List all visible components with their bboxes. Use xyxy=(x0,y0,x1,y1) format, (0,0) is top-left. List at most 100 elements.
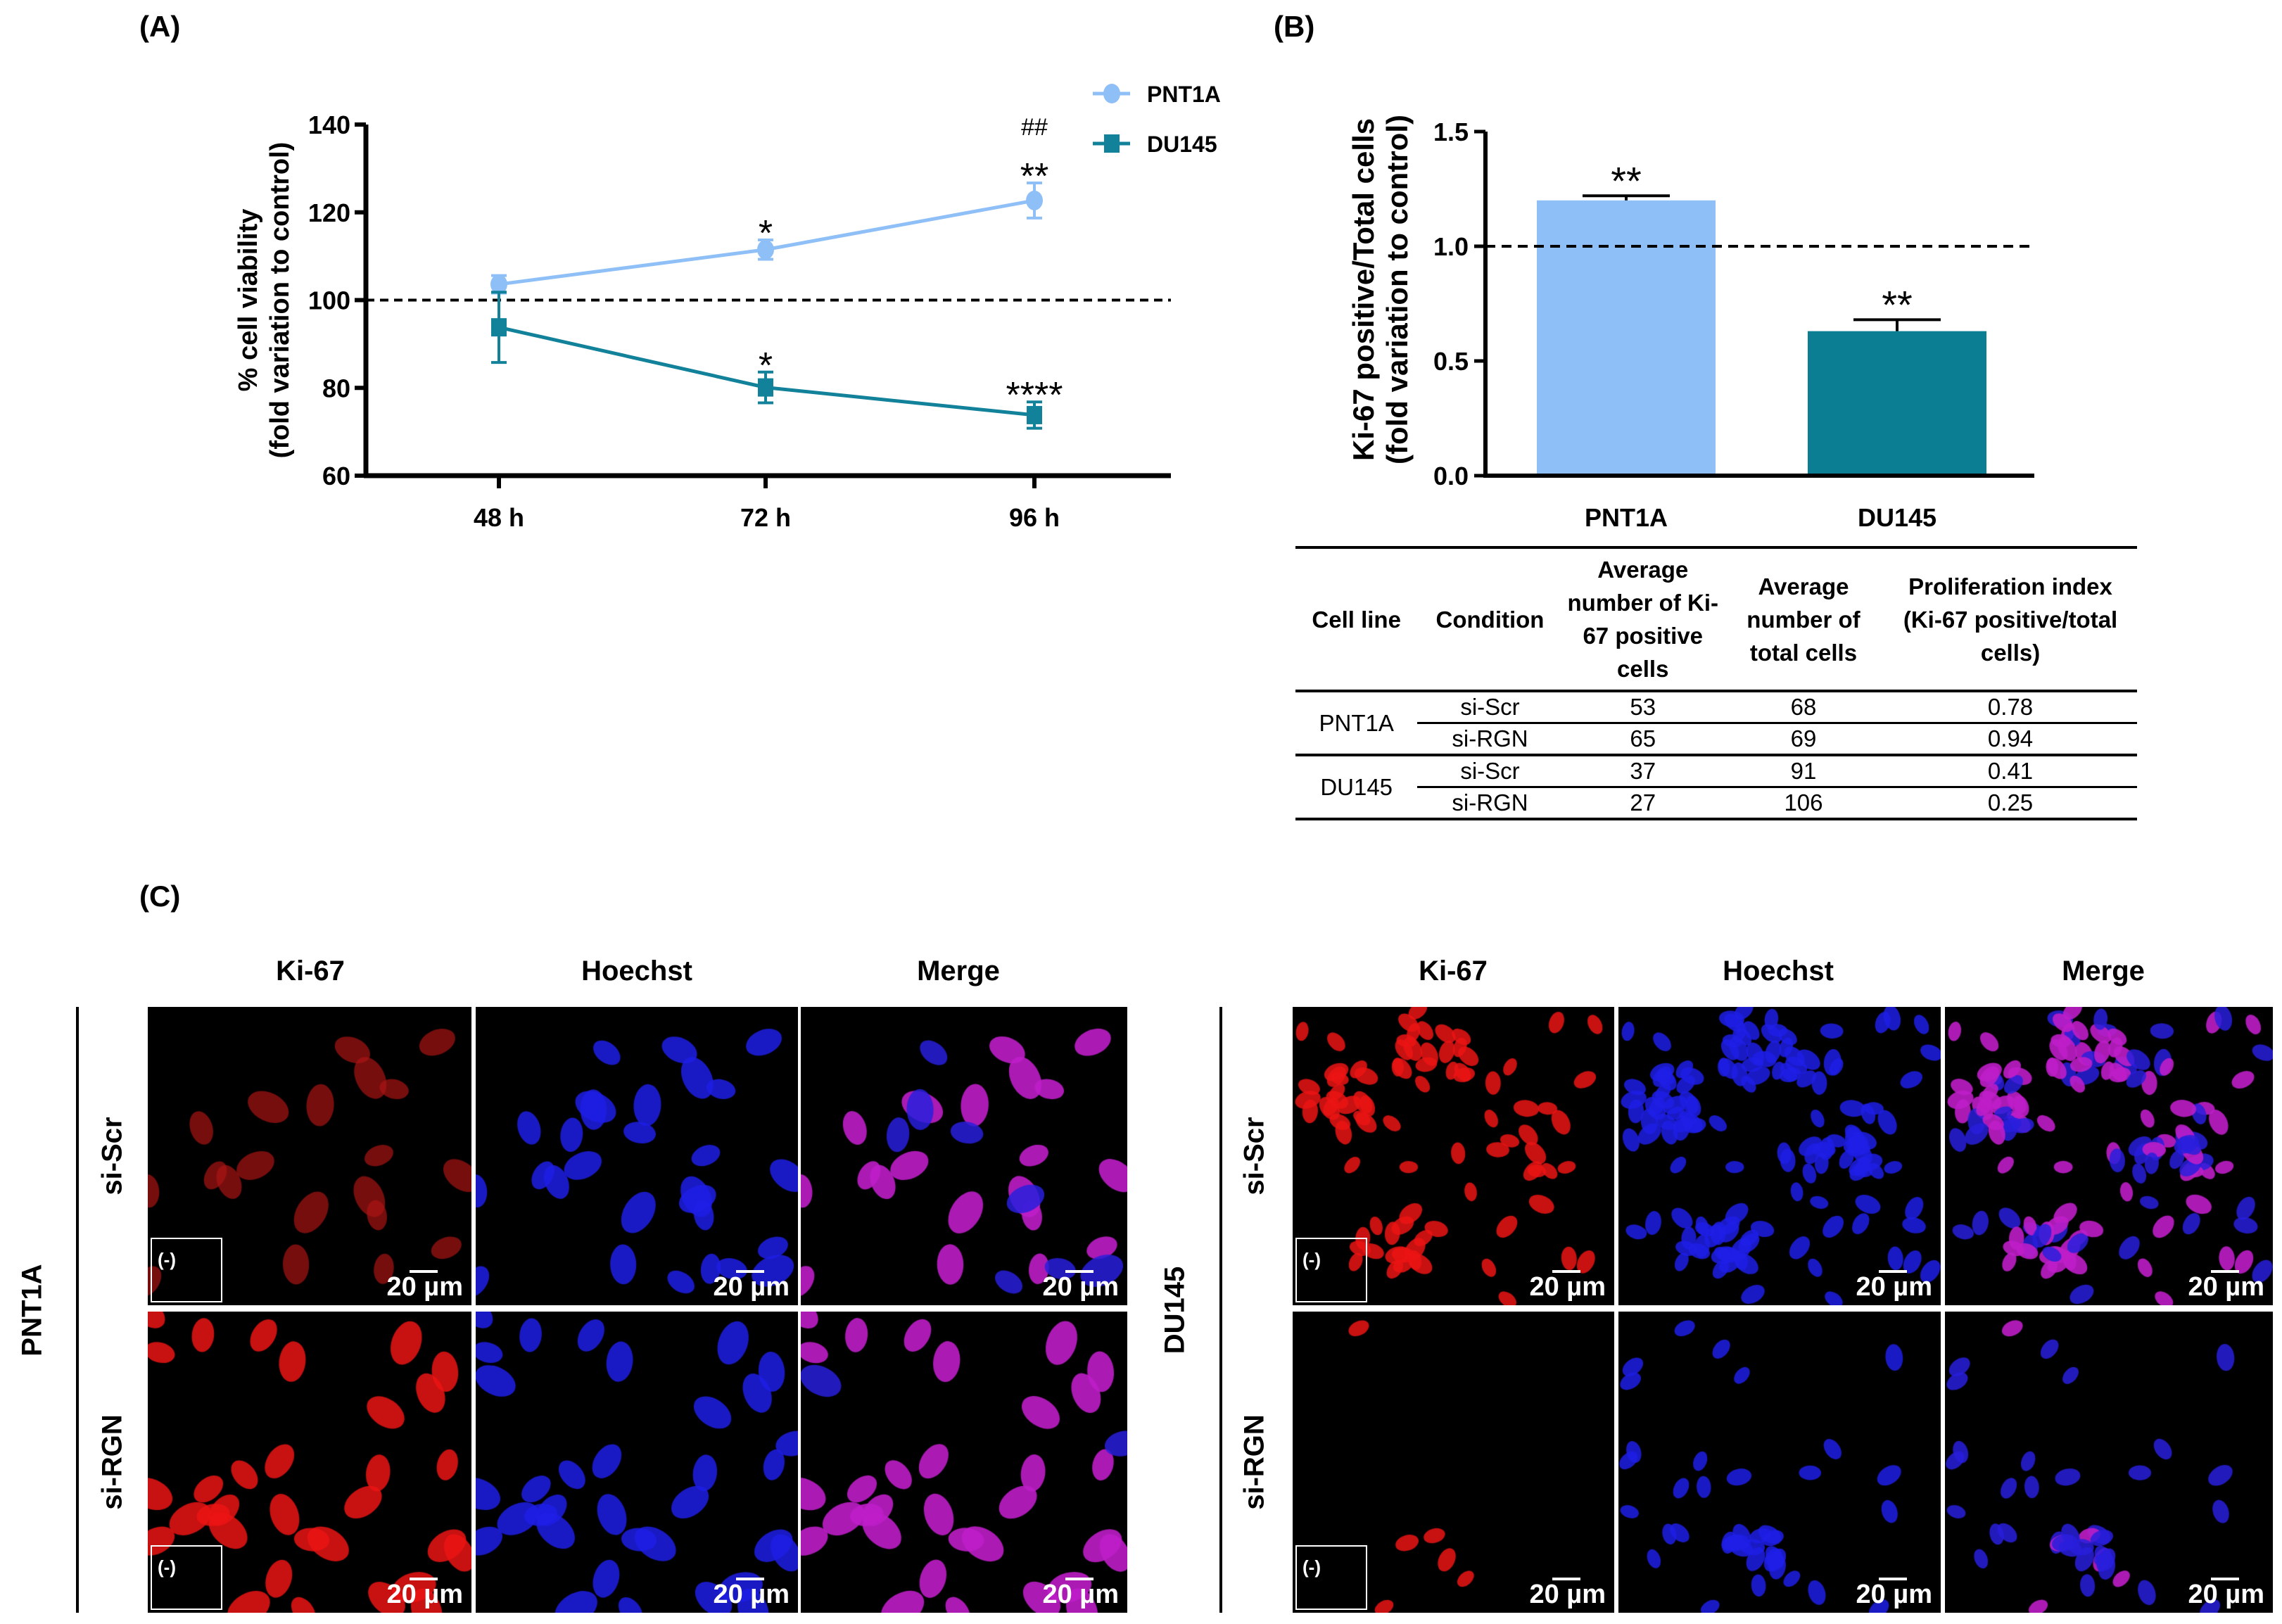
panel-label-b: (B) xyxy=(1274,10,1315,43)
negative-control-inset: (-) xyxy=(1295,1238,1367,1302)
condition-label-si-Scr: si-Scr xyxy=(1238,1117,1270,1195)
ki67-positive-cell: 37 xyxy=(1562,755,1723,788)
scale-bar xyxy=(736,1578,764,1580)
x-tick-label: 72 h xyxy=(740,503,791,532)
micrograph-image xyxy=(1618,1007,1941,1305)
column-header-hoechst: Hoechst xyxy=(1723,956,1834,987)
scale-bar-label: 20 µm xyxy=(386,1580,463,1609)
legend-label: DU145 xyxy=(1147,132,1217,157)
cell-line-label-DU145: DU145 xyxy=(1159,1266,1191,1355)
scale-bar xyxy=(1065,1578,1094,1580)
legend-marker xyxy=(1103,84,1120,103)
micrograph-image xyxy=(1293,1007,1614,1305)
table-header-row: Cell line Condition Average number of Ki… xyxy=(1295,546,2137,692)
scale-bar-label: 20 µm xyxy=(1856,1580,1932,1609)
y-tick-label: 1.5 xyxy=(1433,118,1469,146)
total-cells-cell: 69 xyxy=(1723,723,1884,756)
table-row: DU145 si-Scr 37 91 0.41 xyxy=(1295,755,2137,820)
scale-bar xyxy=(1552,1270,1580,1273)
inset-label: (-) xyxy=(158,1249,176,1270)
cell-line-label-PNT1A: PNT1A xyxy=(16,1264,48,1357)
significance-marker: ** xyxy=(1882,282,1913,326)
micrograph-image xyxy=(148,1312,471,1613)
ki67-positive-cell: 65 xyxy=(1562,723,1723,756)
table-row: PNT1A si-Scr 53 68 0.78 xyxy=(1295,691,2137,756)
condition-label-si-Scr: si-Scr xyxy=(96,1117,128,1195)
y-tick-label: 120 xyxy=(308,198,350,227)
column-header-hoechst: Hoechst xyxy=(581,956,692,987)
cell-line-cell: DU145 xyxy=(1295,755,1418,820)
ki67-positive-cell: 27 xyxy=(1562,787,1723,820)
header-total-cells: Average number of total cells xyxy=(1723,546,1884,692)
scale-bar xyxy=(1065,1270,1094,1273)
cell-line-cell: PNT1A xyxy=(1295,691,1418,756)
scale-bar xyxy=(410,1270,438,1273)
scale-bar xyxy=(1879,1578,1907,1580)
table-row: si-RGN 65 69 0.94 xyxy=(1295,723,2137,756)
micrograph-image xyxy=(801,1312,1127,1613)
scale-bar-label: 20 µm xyxy=(1042,1580,1119,1609)
y-tick-label: 0.5 xyxy=(1433,347,1469,376)
column-header-ki-67: Ki-67 xyxy=(276,956,345,987)
micrograph-PNT1A-si-RGN-hoechst: 20 µm xyxy=(476,1312,798,1613)
micrograph-PNT1A-si-Scr-merge: 20 µm xyxy=(801,1007,1127,1305)
proliferation-index-cell: 0.25 xyxy=(1884,787,2137,820)
negative-control-inset: (-) xyxy=(151,1545,222,1610)
y-tick-label: 100 xyxy=(308,286,350,315)
y-tick-label: 60 xyxy=(322,462,350,490)
micrograph-image xyxy=(476,1312,798,1613)
data-point xyxy=(1026,190,1043,210)
micrograph-PNT1A-si-Scr-ki-67: (-) 20 µm xyxy=(148,1007,471,1305)
condition-label-si-RGN: si-RGN xyxy=(96,1414,128,1510)
y-tick-label: 0.0 xyxy=(1433,462,1469,490)
proliferation-index-cell: 0.78 xyxy=(1884,691,2137,724)
micrograph-image xyxy=(476,1007,798,1305)
micrograph-image xyxy=(1293,1312,1614,1613)
micrograph-image xyxy=(1945,1312,2273,1613)
group-divider xyxy=(1219,1007,1222,1613)
significance-marker: **** xyxy=(1006,375,1063,416)
panel-label-a: (A) xyxy=(139,10,181,43)
scale-bar xyxy=(2211,1270,2239,1273)
total-cells-cell: 91 xyxy=(1723,755,1884,788)
y-axis-label: Ki-67 positive/Total cells xyxy=(1347,118,1380,461)
scale-bar xyxy=(1552,1578,1580,1580)
condition-cell: si-RGN xyxy=(1417,723,1563,756)
bar-PNT1A xyxy=(1537,200,1716,476)
significance-marker: * xyxy=(759,345,773,386)
scale-bar-label: 20 µm xyxy=(713,1272,790,1302)
scale-bar xyxy=(736,1270,764,1273)
y-axis-label-2: (fold variation to control) xyxy=(265,142,295,459)
scale-bar xyxy=(2211,1578,2239,1580)
scale-bar xyxy=(410,1578,438,1580)
micrograph-image xyxy=(1618,1312,1941,1613)
bar-chart-ki67: ** PNT1A ** DU145 0.0 0.5 1.0 1.5 Ki-67 positive… xyxy=(1347,115,2034,532)
header-condition: Condition xyxy=(1417,546,1563,692)
line-chart-viability: 60 80 100 120 140 48 h 72 h 96 h % cell viabilit… xyxy=(234,82,1221,532)
scale-bar-label: 20 µm xyxy=(1042,1272,1119,1302)
scale-bar xyxy=(1879,1270,1907,1273)
x-tick-label: DU145 xyxy=(1858,503,1936,532)
condition-cell: si-Scr xyxy=(1417,755,1563,788)
x-tick-label: 96 h xyxy=(1009,503,1060,532)
column-header-merge: Merge xyxy=(2062,956,2145,987)
header-proliferation-index: Proliferation index (Ki-67 positive/tota… xyxy=(1884,546,2137,692)
significance-marker: * xyxy=(759,213,773,254)
micrograph-PNT1A-si-RGN-ki-67: (-) 20 µm xyxy=(148,1312,471,1613)
x-tick-label: PNT1A xyxy=(1585,503,1668,532)
group-divider xyxy=(76,1007,79,1613)
significance-marker: ** xyxy=(1020,156,1048,197)
proliferation-index-cell: 0.94 xyxy=(1884,723,2137,756)
total-cells-cell: 106 xyxy=(1723,787,1884,820)
scale-bar-label: 20 µm xyxy=(713,1580,790,1609)
significance-marker-hash: ## xyxy=(1021,114,1048,141)
header-cell-line: Cell line xyxy=(1295,546,1418,692)
inset-label: (-) xyxy=(1302,1249,1321,1270)
negative-control-inset: (-) xyxy=(1295,1545,1367,1610)
y-tick-label: 140 xyxy=(308,110,350,139)
condition-cell: si-RGN xyxy=(1417,787,1563,820)
scale-bar-label: 20 µm xyxy=(1529,1580,1606,1609)
significance-marker: ** xyxy=(1611,158,1642,203)
proliferation-index-cell: 0.41 xyxy=(1884,755,2137,788)
table-row: si-RGN 27 106 0.25 xyxy=(1295,787,2137,820)
